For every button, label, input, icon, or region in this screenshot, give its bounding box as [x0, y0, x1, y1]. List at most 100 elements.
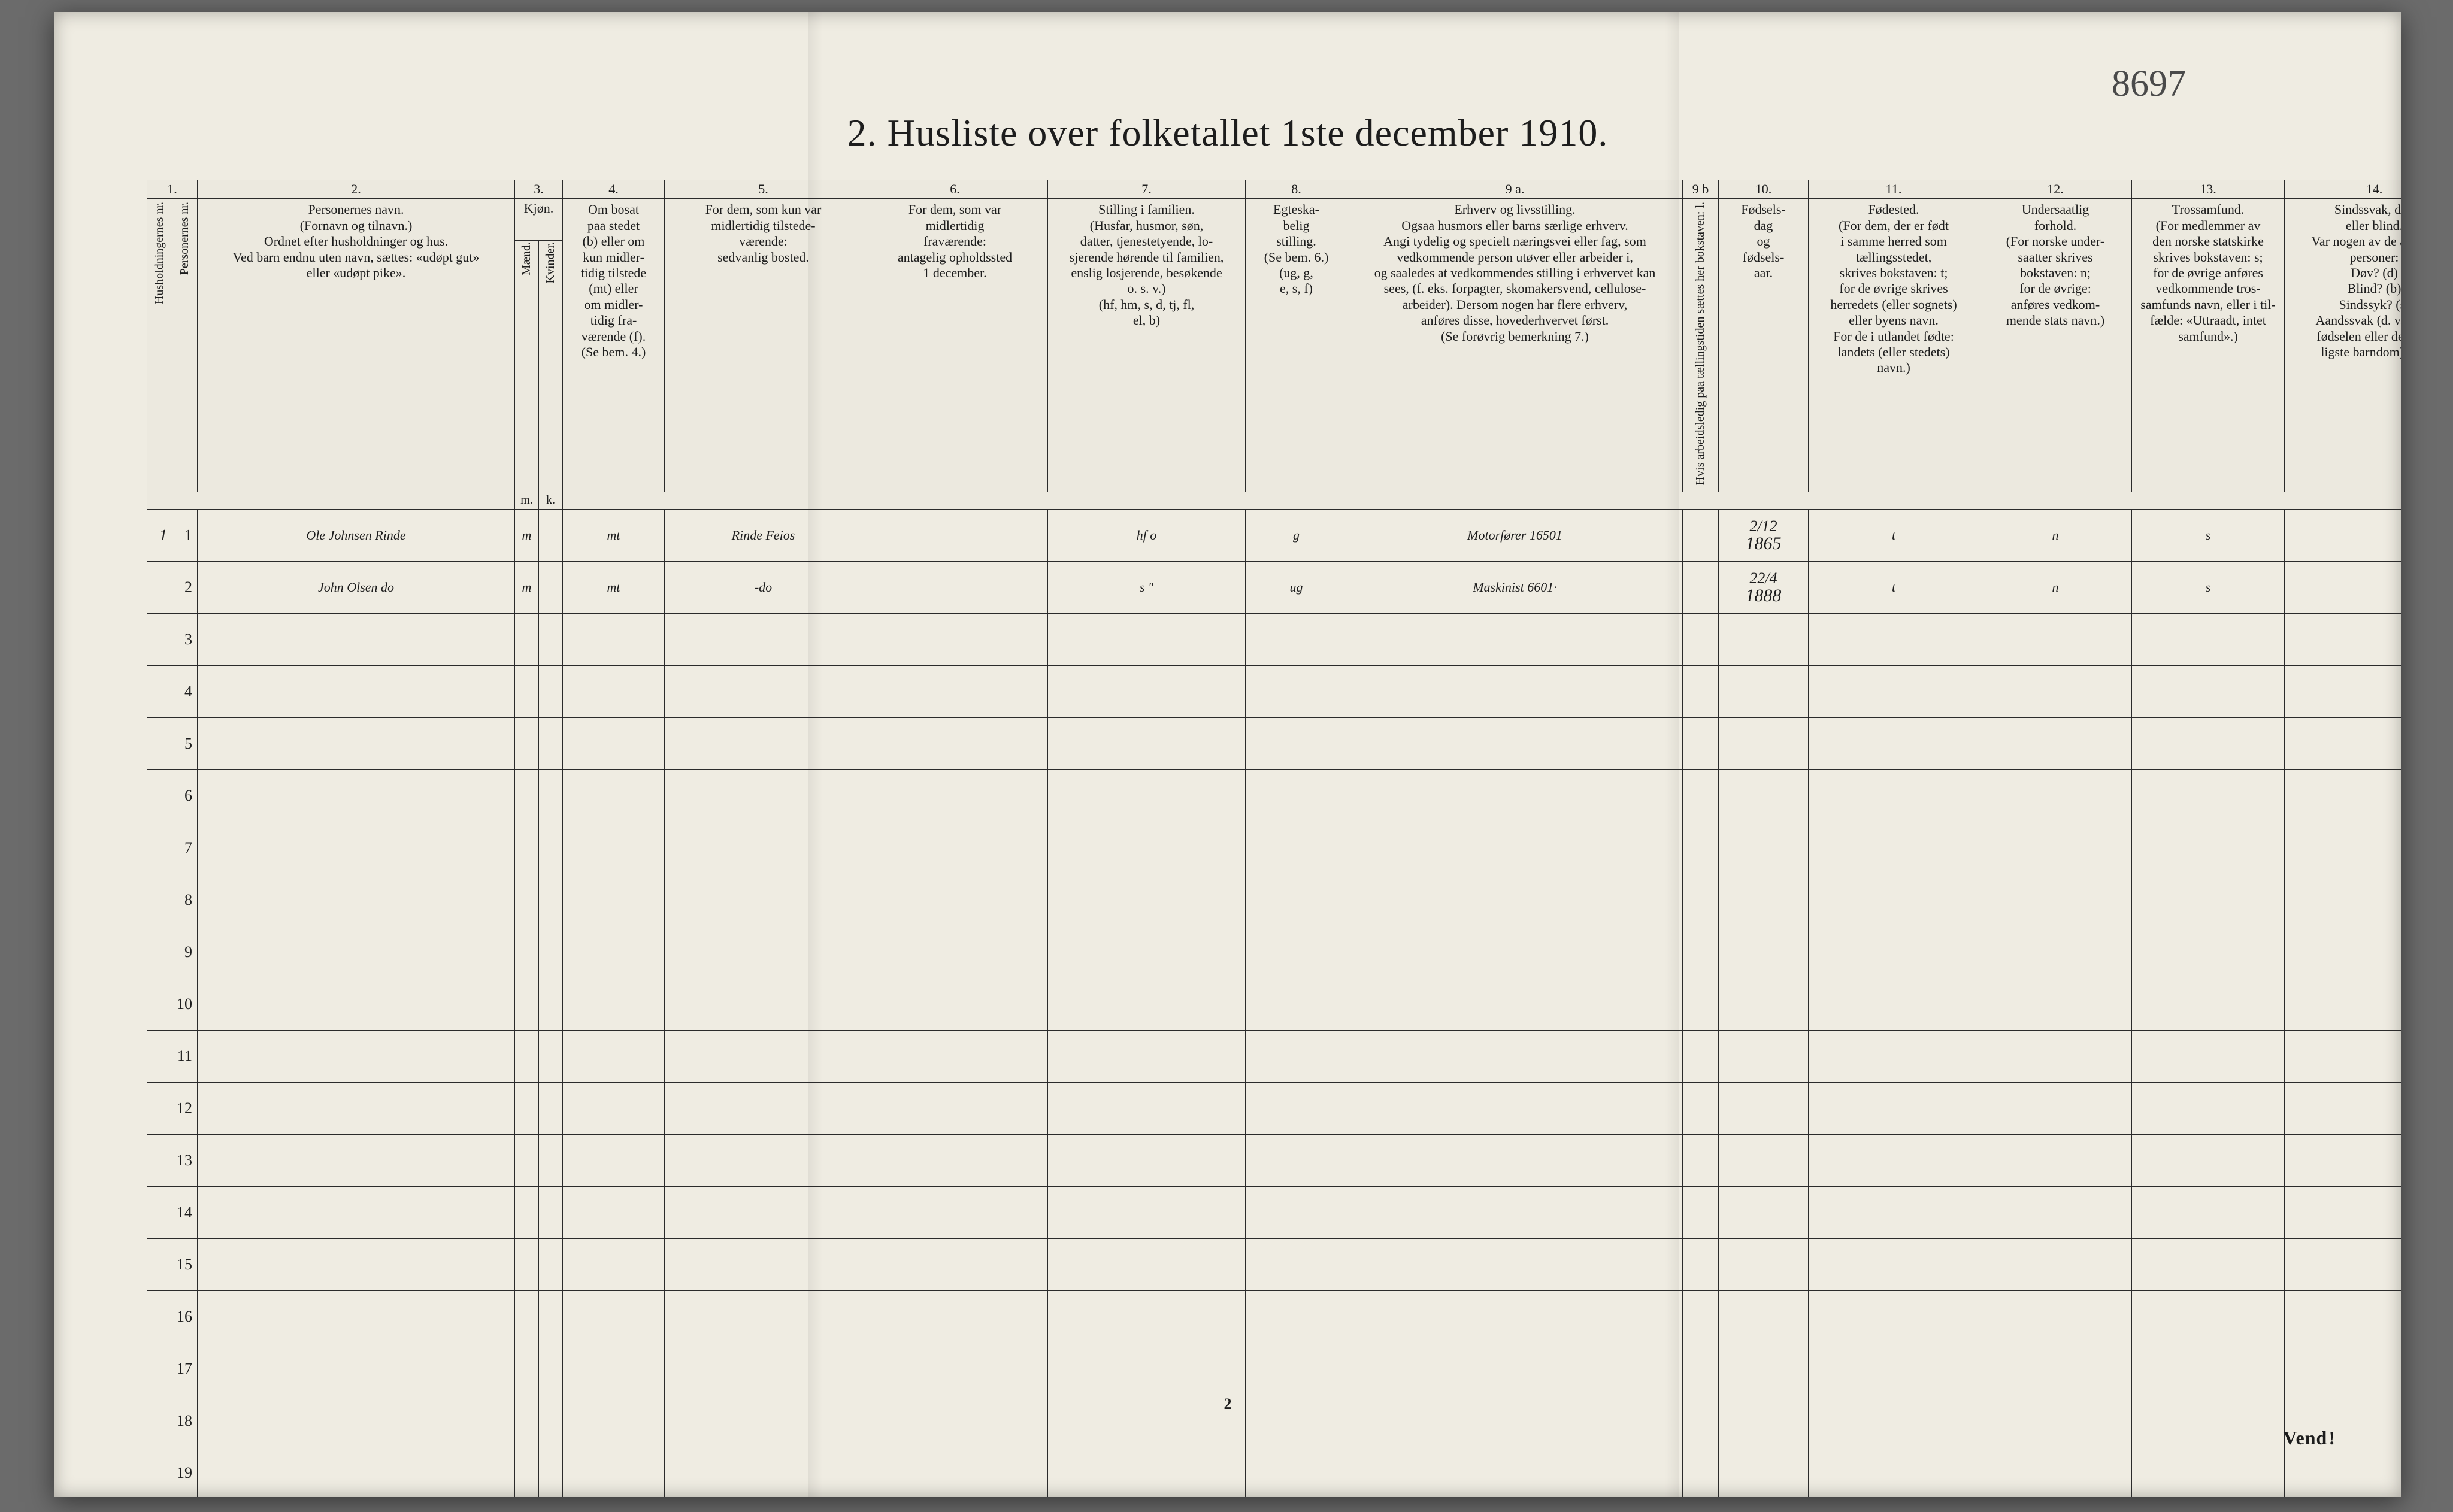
header-bosat: Om bosat paa stedet (b) eller om kun mid…: [563, 199, 665, 492]
cell-blank: [1246, 1187, 1347, 1239]
cell-blank: [1347, 978, 1683, 1031]
cell-blank: [2132, 1343, 2285, 1395]
cell-blank: [1347, 874, 1683, 926]
cell-blank: [1719, 978, 1809, 1031]
cell-blank: [665, 1135, 862, 1187]
cell-blank: [563, 978, 665, 1031]
document-title: 2. Husliste over folketallet 1ste decemb…: [54, 111, 2401, 155]
cell-blank: [1347, 822, 1683, 874]
cell-blank: [2285, 1239, 2402, 1291]
cell-person-nr: 11: [172, 1031, 198, 1083]
cell-blank: [563, 1135, 665, 1187]
table-row-blank: 19: [147, 1447, 2402, 1497]
cell-blank: [1347, 770, 1683, 822]
cell-blank: [515, 718, 539, 770]
cell-blank: [198, 666, 515, 718]
cell-blank: [2132, 1083, 2285, 1135]
cell-erhverv: Motorfører 16501: [1347, 510, 1683, 562]
cell-blank: [1719, 614, 1809, 666]
cell-blank: [539, 978, 563, 1031]
cell-blank: [1979, 1343, 2132, 1395]
cell-blank: [539, 822, 563, 874]
cell-blank: [1809, 1447, 1979, 1497]
cell-blank: [1979, 770, 2132, 822]
cell-blank: [665, 822, 862, 874]
table-row-blank: 16: [147, 1291, 2402, 1343]
header-kjon: Kjøn.: [515, 199, 563, 240]
cell-blank: [2132, 874, 2285, 926]
cell-blank: [563, 874, 665, 926]
cell-sex-m: m: [515, 510, 539, 562]
table-header: 1. 2. 3. 4. 5. 6. 7. 8. 9 a. 9 b 10. 11.…: [147, 180, 2402, 510]
cell-blank: [1246, 978, 1347, 1031]
cell-sex-k: [539, 510, 563, 562]
cell-blank: [862, 666, 1048, 718]
cell-blank: [862, 1083, 1048, 1135]
cell-hh-nr: [147, 770, 172, 822]
cell-blank: [1719, 1083, 1809, 1135]
cell-person-nr: 9: [172, 926, 198, 978]
cell-blank: [1683, 822, 1719, 874]
cell-blank: [2132, 1187, 2285, 1239]
cell-person-nr: 4: [172, 666, 198, 718]
cell-egte: g: [1246, 510, 1347, 562]
cell-blank: [1719, 1291, 1809, 1343]
cell-blank: [2285, 822, 2402, 874]
cell-blank: [1683, 1031, 1719, 1083]
cell-person-nr: 2: [172, 562, 198, 614]
cell-name: Ole Johnsen Rinde: [198, 510, 515, 562]
cell-blank: [539, 1083, 563, 1135]
cell-blank: [539, 1031, 563, 1083]
cell-blank: [539, 926, 563, 978]
header-egteskab: Egteska- belig stilling. (Se bem. 6.) (u…: [1246, 199, 1347, 492]
cell-blank: [1246, 666, 1347, 718]
cell-blank: [2285, 718, 2402, 770]
cell-blank: [1809, 1291, 1979, 1343]
cell-blank: [1347, 614, 1683, 666]
cell-blank: [2285, 770, 2402, 822]
cell-hh-nr: [147, 874, 172, 926]
cell-person-nr: 13: [172, 1135, 198, 1187]
cell-tros: s: [2132, 562, 2285, 614]
cell-blank: [1048, 822, 1246, 874]
cell-blank: [1246, 822, 1347, 874]
page-number-top-right: 8697: [2112, 63, 2186, 105]
header-maend: Mænd.: [515, 241, 539, 492]
cell-blank: [539, 1135, 563, 1187]
cell-blank: [515, 1031, 539, 1083]
cell-blank: [862, 1291, 1048, 1343]
cell-blank: [1246, 770, 1347, 822]
header-kvinder: Kvinder.: [539, 241, 563, 492]
cell-hh-nr: [147, 666, 172, 718]
cell-blank: [665, 1031, 862, 1083]
colnum-14: 14.: [2285, 180, 2402, 199]
cell-blank: [2285, 1187, 2402, 1239]
cell-person-nr: 12: [172, 1083, 198, 1135]
colnum-6: 6.: [862, 180, 1048, 199]
cell-blank: [1979, 1187, 2132, 1239]
cell-person-nr: 15: [172, 1239, 198, 1291]
cell-blank: [2132, 666, 2285, 718]
cell-blank: [2285, 1447, 2402, 1497]
footer-page-number: 2: [54, 1395, 2401, 1413]
header-stilling-familien: Stilling i familien. (Husfar, husmor, sø…: [1048, 199, 1246, 492]
cell-blank: [665, 1187, 862, 1239]
cell-blank: [198, 1343, 515, 1395]
cell-blank: [1979, 822, 2132, 874]
cell-blank: [665, 978, 862, 1031]
cell-blank: [1979, 1135, 2132, 1187]
cell-blank: [1246, 1239, 1347, 1291]
cell-hh-nr: [147, 926, 172, 978]
cell-blank: [563, 1239, 665, 1291]
cell-blank: [665, 926, 862, 978]
cell-blank: [1347, 1187, 1683, 1239]
cell-blank: [862, 926, 1048, 978]
cell-blank: [1048, 614, 1246, 666]
cell-blank: [198, 1031, 515, 1083]
cell-blank: [665, 1343, 862, 1395]
cell-person-nr: 19: [172, 1447, 198, 1497]
table-row-blank: 8: [147, 874, 2402, 926]
cell-blank: [1719, 666, 1809, 718]
cell-person-nr: 6: [172, 770, 198, 822]
cell-blank: [563, 1291, 665, 1343]
